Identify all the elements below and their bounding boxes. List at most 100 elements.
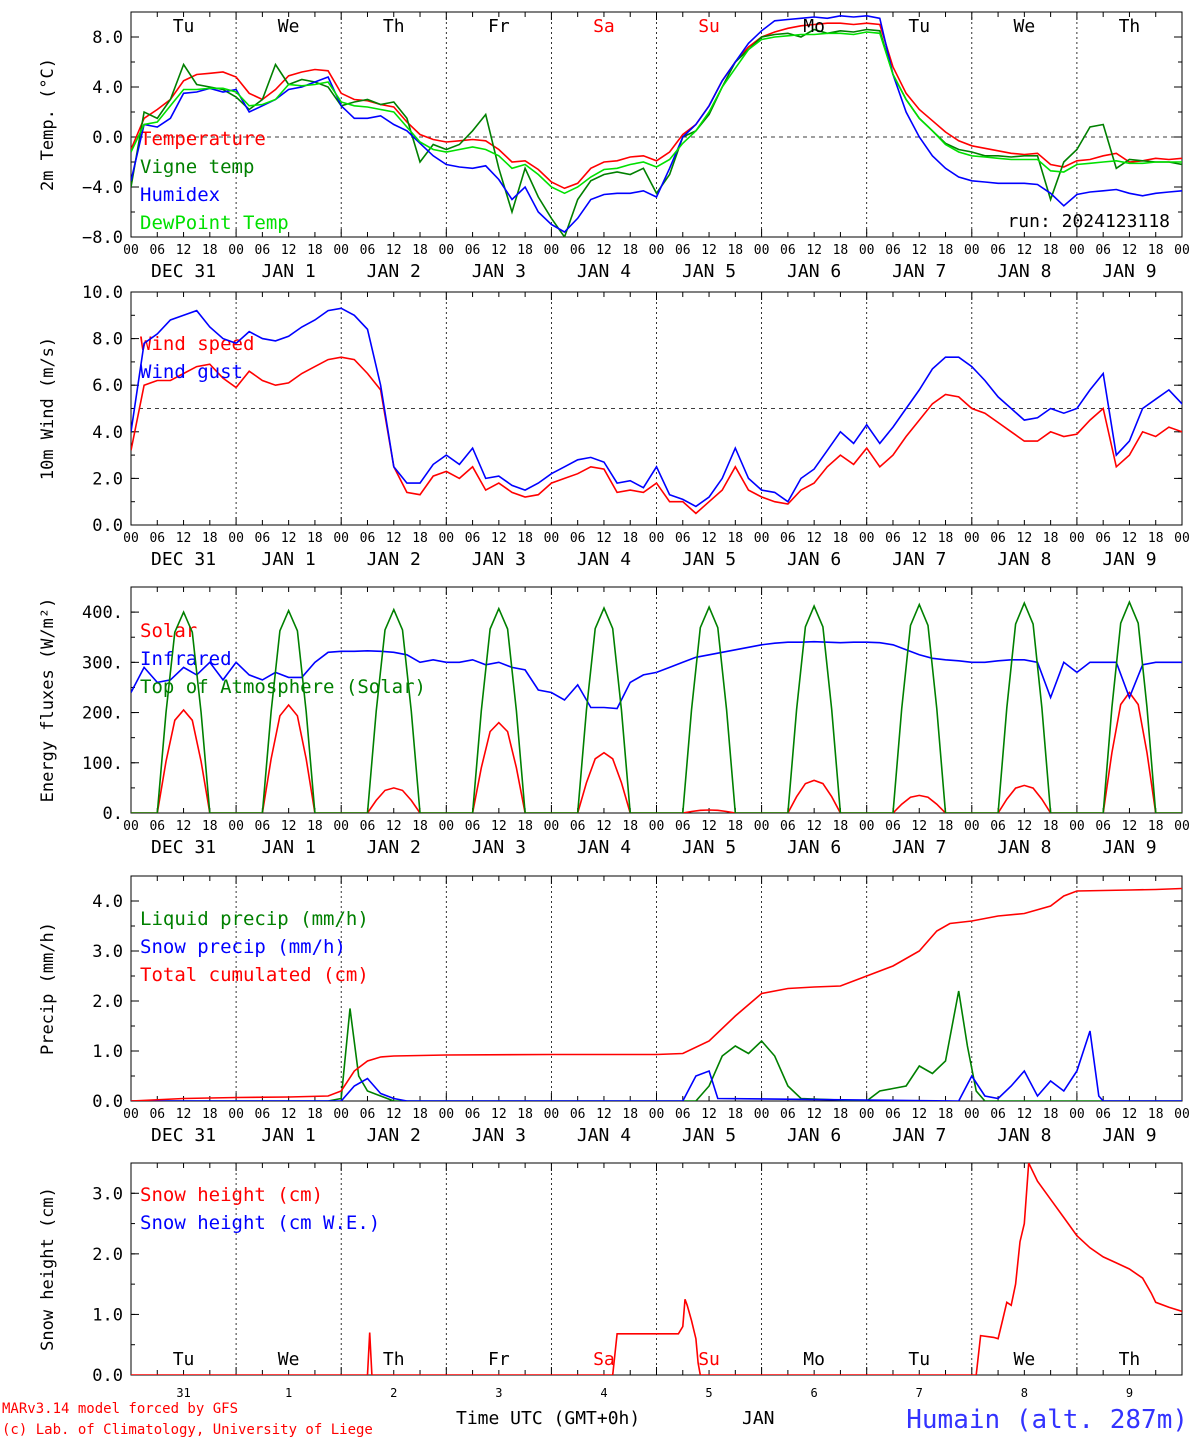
hour-label: 06 xyxy=(990,243,1006,258)
hour-label: 06 xyxy=(570,243,586,258)
hour-label: 00 xyxy=(544,243,560,258)
run-annotation: run: 2024123118 xyxy=(1007,211,1170,232)
series-line-3 xyxy=(131,887,1182,1101)
hour-label: 18 xyxy=(622,819,638,834)
hour-label: 06 xyxy=(990,1107,1006,1122)
day-letter: We xyxy=(278,16,300,37)
hour-label: 18 xyxy=(622,531,638,546)
y-tick-label: 0.0 xyxy=(92,1366,123,1386)
y-tick-label: 2.0 xyxy=(92,469,123,489)
day-letter: Tu xyxy=(173,16,195,37)
chart-panel-3: 400. 300. 200. 100. 0. Energy fluxes (W/m²) So… xyxy=(38,586,1190,858)
series-line-2 xyxy=(131,307,1182,508)
y-tick-label: 400. xyxy=(82,603,123,623)
hour-label: 06 xyxy=(570,819,586,834)
day-number: 3 xyxy=(495,1386,502,1400)
hour-label: 18 xyxy=(1043,243,1059,258)
legend-entry: Humidex xyxy=(140,184,220,206)
hour-label: 18 xyxy=(1148,243,1164,258)
legend-entry: DewPoint Temp xyxy=(140,212,289,234)
hour-label: 06 xyxy=(1095,819,1111,834)
date-label: JAN 1 xyxy=(262,837,316,858)
hour-label: 18 xyxy=(517,1107,533,1122)
hour-label: 00 xyxy=(123,531,139,546)
date-label: JAN 7 xyxy=(892,261,946,282)
y-tick-label: 1.0 xyxy=(92,1305,123,1325)
date-label: DEC 31 xyxy=(151,1125,216,1146)
date-label: JAN 4 xyxy=(577,261,631,282)
date-label: JAN 3 xyxy=(472,261,526,282)
hour-label: 18 xyxy=(202,819,218,834)
hour-label: 06 xyxy=(360,1107,376,1122)
hour-label: 00 xyxy=(438,1107,454,1122)
y-axis-title: Energy fluxes (W/m²) xyxy=(38,598,58,803)
hour-label: 00 xyxy=(859,819,875,834)
hour-label: 12 xyxy=(1122,819,1138,834)
y-tick-label: 8.0 xyxy=(92,28,123,48)
date-label: DEC 31 xyxy=(151,549,216,570)
day-letter: Tu xyxy=(908,16,930,37)
hour-label: 12 xyxy=(1017,819,1033,834)
y-tick-label: 2.0 xyxy=(92,1245,123,1265)
hour-label: 18 xyxy=(727,243,743,258)
hour-label: 18 xyxy=(307,243,323,258)
hour-label: 00 xyxy=(649,243,665,258)
hour-label: 12 xyxy=(281,243,297,258)
hour-label: 18 xyxy=(517,531,533,546)
hour-label: 18 xyxy=(517,243,533,258)
y-tick-label: 2.0 xyxy=(92,992,123,1012)
series-line-3 xyxy=(131,600,1182,813)
hour-label: 18 xyxy=(1148,819,1164,834)
date-label: JAN 6 xyxy=(787,1125,841,1146)
hour-label: 12 xyxy=(1017,243,1033,258)
date-label: JAN 3 xyxy=(472,1125,526,1146)
hour-label: 12 xyxy=(491,819,507,834)
date-label: JAN 5 xyxy=(682,1125,736,1146)
hour-label: 18 xyxy=(202,243,218,258)
hour-label: 06 xyxy=(360,819,376,834)
legend-entry: Wind speed xyxy=(140,333,254,355)
hour-label: 00 xyxy=(1174,1107,1190,1122)
hour-label: 12 xyxy=(491,531,507,546)
y-tick-label: 100. xyxy=(82,754,123,774)
hour-label: 12 xyxy=(386,243,402,258)
hour-label: 06 xyxy=(780,243,796,258)
hour-label: 12 xyxy=(176,531,192,546)
hour-label: 12 xyxy=(806,819,822,834)
date-label: JAN 5 xyxy=(682,549,736,570)
hour-label: 12 xyxy=(281,1107,297,1122)
hour-label: 12 xyxy=(491,243,507,258)
hour-label: 12 xyxy=(911,1107,927,1122)
date-label: JAN 2 xyxy=(367,549,421,570)
day-letter: Fr xyxy=(488,16,510,37)
hour-label: 18 xyxy=(833,243,849,258)
hour-label: 00 xyxy=(964,531,980,546)
hour-label: 00 xyxy=(333,1107,349,1122)
hour-label: 18 xyxy=(1043,531,1059,546)
series-line-1 xyxy=(131,990,1182,1101)
legend-entry: Top of Atmosphere (Solar) xyxy=(140,676,426,698)
y-axis-title: 10m Wind (m/s) xyxy=(38,337,58,480)
hour-label: 06 xyxy=(465,243,481,258)
day-letter: Tu xyxy=(173,1349,195,1370)
date-label: JAN 1 xyxy=(262,549,316,570)
hour-label: 06 xyxy=(149,1107,165,1122)
hour-label: 00 xyxy=(228,1107,244,1122)
day-number: 4 xyxy=(600,1386,607,1400)
hour-label: 18 xyxy=(833,531,849,546)
date-label: JAN 8 xyxy=(997,1125,1051,1146)
y-tick-label: 0.0 xyxy=(92,128,123,148)
legend-entry: Total cumulated (cm) xyxy=(140,964,369,986)
hour-label: 12 xyxy=(176,1107,192,1122)
hour-label: 06 xyxy=(255,819,271,834)
hour-label: 18 xyxy=(938,243,954,258)
hour-label: 12 xyxy=(701,243,717,258)
plot-frame xyxy=(130,586,1183,814)
hour-label: 18 xyxy=(412,531,428,546)
y-axis-title: Snow height (cm) xyxy=(38,1187,58,1351)
day-letter: We xyxy=(1014,1349,1036,1370)
y-tick-label: 8.0 xyxy=(92,330,123,350)
y-tick-label: −4.0 xyxy=(82,178,123,198)
series-line-1 xyxy=(131,22,1182,190)
hour-label: 12 xyxy=(281,531,297,546)
